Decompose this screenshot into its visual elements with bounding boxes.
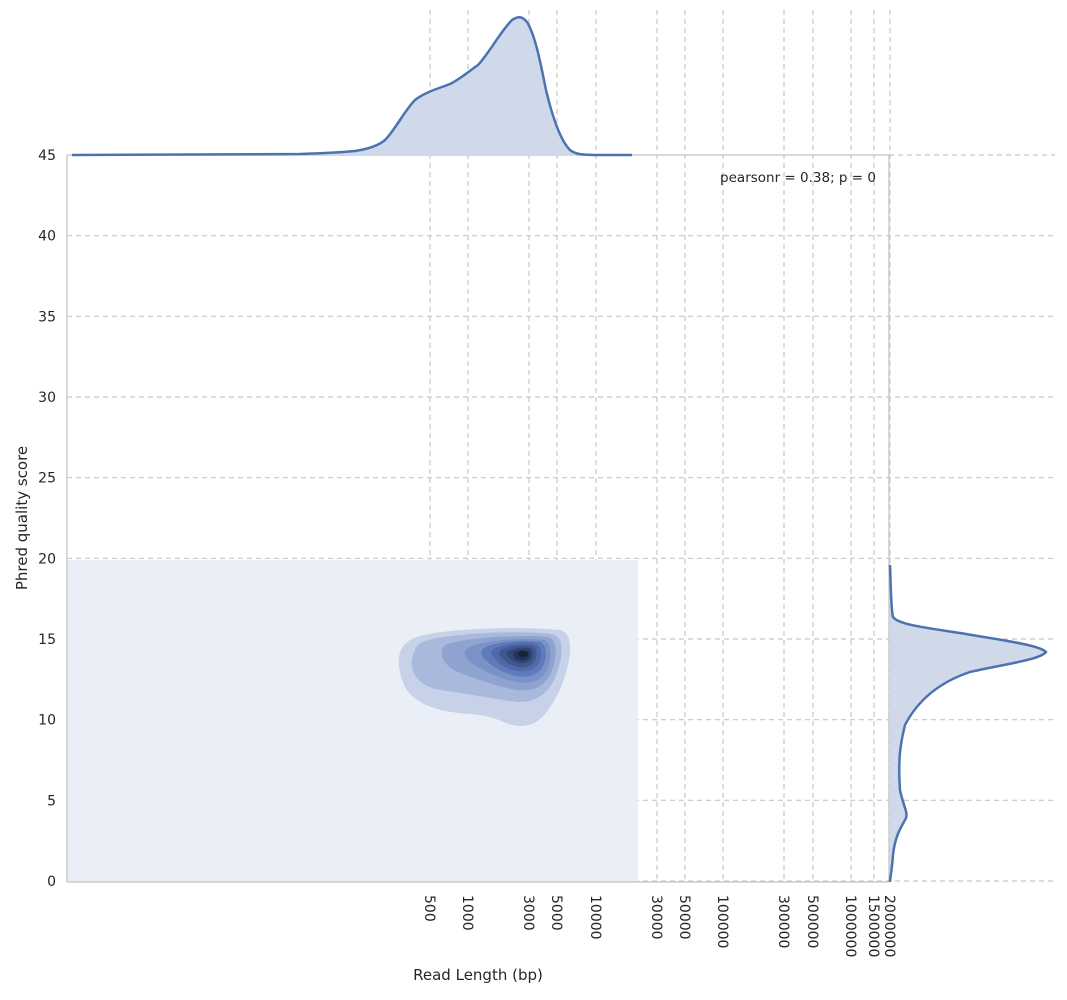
x-tick-label: 5000 [548,895,564,931]
x-tick-label: 100000 [714,895,730,948]
y-tick-label: 35 [38,309,56,325]
x-tick-label: 300000 [775,895,791,948]
kde-background [67,560,638,882]
marginal-x-fill [72,17,632,155]
x-tick-label: 1000 [459,895,475,931]
y-tick-label: 0 [47,874,56,890]
x-tick-label: 30000 [648,895,664,940]
x-tick-label: 2000000 [881,895,897,957]
pearson-annotation: pearsonr = 0.38; p = 0 [720,170,876,186]
x-tick-label: 10000 [587,895,603,940]
x-tick-label: 1500000 [865,895,881,957]
x-tick-label: 1000000 [842,895,858,957]
contour-level-10 [518,650,528,658]
marginal-x-line [71,16,632,157]
x-tick-label: 500000 [804,895,820,948]
joint-kde-contours [398,628,571,726]
x-tick-label: 3000 [520,895,536,931]
y-tick-label: 20 [38,551,56,567]
x-axis-label: Read Length (bp) [413,966,543,984]
y-tick-label: 5 [47,793,56,809]
x-tick-label: 500 [421,895,437,922]
y-tick-label: 25 [38,471,56,487]
y-tick-label: 15 [38,632,56,648]
marginal-y-line [888,564,1048,883]
marginal-x-kde [71,16,632,157]
y-axis-label: Phred quality score [13,446,31,590]
x-tick-labels: 500 1000 3000 5000 10000 30000 50000 100000 3000… [421,895,897,957]
y-tick-label: 40 [38,229,56,245]
y-tick-labels: 0 5 10 15 20 25 30 35 40 45 [38,148,56,890]
marginal-y-fill [890,565,1046,882]
marginal-y-kde [888,564,1048,883]
y-tick-label: 30 [38,390,56,406]
x-tick-label: 50000 [676,895,692,940]
y-tick-label: 10 [38,713,56,729]
y-tick-label: 45 [38,148,56,164]
